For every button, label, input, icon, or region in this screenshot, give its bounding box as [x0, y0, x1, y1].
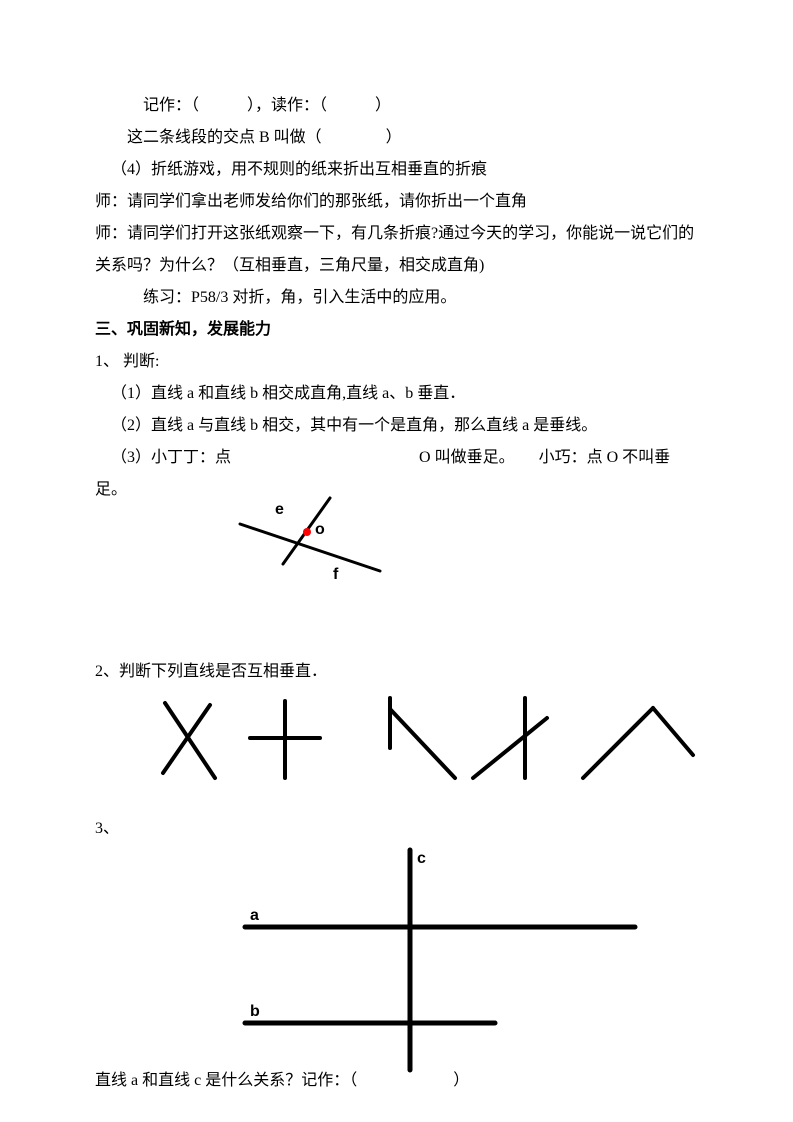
- question-3-footer: 直线 a 和直线 c 是什么关系？记作：（ ）: [95, 1065, 698, 1097]
- svg-text:c: c: [417, 850, 426, 867]
- question-2: 2、判断下列直线是否互相垂直．: [95, 656, 698, 688]
- diagram-five-pairs: [145, 693, 698, 793]
- diagram-abc-lines: a b c: [195, 845, 698, 1075]
- question-1: 1、 判断:: [95, 346, 698, 378]
- text-line: 记作：（ ），读作：（ ）: [95, 90, 698, 122]
- svg-text:o: o: [315, 521, 325, 538]
- diagram-ef-lines: e o f: [225, 496, 698, 606]
- text-line: （4）折纸游戏，用不规则的纸来折出互相垂直的折痕: [95, 154, 698, 186]
- text-line: 师：请同学们拿出老师发给你们的那张纸，请你折出一个直角: [95, 186, 698, 218]
- question-1-2: （2）直线 a 与直线 b 相交，其中有一个是直角，那么直线 a 是垂线。: [95, 410, 698, 442]
- q1-3-part-a: （3）小丁丁：点: [111, 449, 231, 466]
- text-line: 这二条线段的交点 B 叫做（ ）: [95, 122, 698, 154]
- svg-text:b: b: [250, 1003, 260, 1020]
- section-heading: 三、巩固新知，发展能力: [95, 314, 698, 346]
- diagram-2-svg: [145, 693, 705, 793]
- diagram-1-svg: e o f: [225, 496, 395, 606]
- svg-text:f: f: [333, 566, 339, 583]
- question-3: 3、: [95, 813, 698, 845]
- svg-text:a: a: [250, 907, 259, 924]
- svg-text:e: e: [275, 501, 284, 518]
- question-1-1: （1）直线 a 和直线 b 相交成直角,直线 a、b 垂直．: [95, 378, 698, 410]
- text-line: 师：请同学们打开这张纸观察一下，有几条折痕?通过今天的学习，你能说一说它们的关系…: [95, 218, 698, 282]
- diagram-3-svg: a b c: [195, 845, 645, 1075]
- text-line: 练习：P58/3 对折，角，引入生活中的应用。: [95, 282, 698, 314]
